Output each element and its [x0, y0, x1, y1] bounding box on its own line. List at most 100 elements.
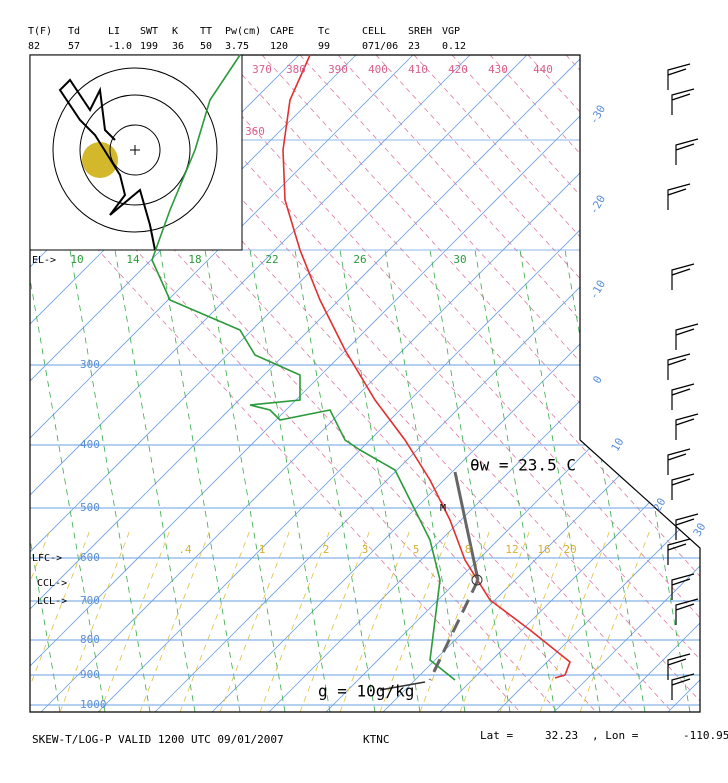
isotherm-label: 10: [609, 436, 627, 454]
isotherm-label: 20: [651, 496, 669, 514]
footer-station: KTNC: [363, 733, 390, 746]
grid-line: [489, 55, 700, 712]
grid-line: [667, 55, 700, 712]
mixing-label: 8: [465, 543, 472, 556]
marker-label: LCL->: [37, 596, 67, 607]
wind-barb: [671, 473, 695, 500]
param-value: 199: [140, 41, 158, 52]
grid-line: [30, 249, 61, 712]
grid-line: [219, 529, 291, 712]
pressure-label: 500: [80, 501, 100, 514]
param-value: 36: [172, 41, 184, 52]
grid-line: [579, 529, 651, 712]
footer-title: SKEW-T/LOG-P VALID 1200 UTC 09/01/2007: [32, 733, 284, 746]
wind-barb: [671, 573, 695, 600]
param-label: CAPE: [270, 26, 294, 37]
grid-line: [154, 55, 700, 712]
annotation: g = 10g/kg: [318, 682, 414, 701]
marker-label: LFC->: [32, 553, 62, 564]
param-label: CELL: [362, 26, 386, 37]
param-label: LI: [108, 26, 120, 37]
theta-label: 390: [328, 63, 348, 76]
grid-line: [30, 249, 106, 712]
isotherm-label: -20: [587, 193, 608, 217]
wind-barb: [667, 653, 691, 680]
param-label: SWT: [140, 26, 158, 37]
pressure-label: 1000: [80, 698, 107, 711]
param-value: -1.0: [108, 41, 132, 52]
theta-label: 360: [245, 125, 265, 138]
wind-barb: [675, 323, 699, 350]
pressure-label: 300: [80, 358, 100, 371]
theta-label: 430: [488, 63, 508, 76]
grid-line: [325, 55, 700, 712]
theta-label: 410: [408, 63, 428, 76]
frame: [29, 54, 701, 713]
parcel-line: [428, 579, 480, 681]
moist-label: 14: [126, 253, 140, 266]
grid-line: [439, 55, 700, 712]
param-value: 23: [408, 41, 420, 52]
lcl-marker: [471, 574, 483, 586]
grid-line: [114, 249, 196, 712]
mixing-label: 3: [362, 543, 369, 556]
footer-label: , Lon =: [592, 729, 639, 742]
wind-barb: [671, 88, 695, 115]
theta-label: 400: [368, 63, 388, 76]
param-value: 071/06: [362, 41, 398, 52]
grid-line: [564, 249, 646, 712]
wind-barb: [667, 538, 691, 565]
grid-line: [211, 55, 700, 712]
footer-value: -110.95: [683, 729, 728, 742]
param-label: Pw(cm): [225, 26, 261, 37]
wind-barb: [671, 263, 695, 290]
grid-line: [30, 55, 471, 712]
grid-line: [553, 55, 700, 712]
annotation: M: [440, 503, 446, 514]
theta-label: 420: [448, 63, 468, 76]
temperature-profile: [282, 54, 571, 679]
isotherm-label: -30: [587, 103, 608, 127]
wind-barb: [671, 383, 695, 410]
footer-label: Lat =: [480, 729, 513, 742]
grid-line: [147, 55, 700, 712]
marker-label: EL->: [32, 255, 56, 266]
grid-line: [451, 55, 700, 712]
param-value: 50: [200, 41, 212, 52]
arrow: [379, 681, 426, 691]
grid-line: [641, 55, 700, 712]
pressure-label: 700: [80, 594, 100, 607]
grid-line: [249, 249, 331, 712]
wind-barb: [667, 353, 691, 380]
marker-label: CCL->: [37, 578, 67, 589]
grid-line: [603, 55, 700, 712]
param-value: 120: [270, 41, 288, 52]
moist-label: 10: [70, 253, 83, 266]
mixing-label: .4: [178, 543, 192, 556]
grid-line: [30, 55, 414, 712]
grid-line: [30, 55, 528, 712]
param-label: Td: [68, 26, 80, 37]
grid-line: [429, 249, 511, 712]
param-label: T(F): [28, 26, 52, 37]
grid-line: [337, 55, 700, 712]
grid-line: [185, 55, 700, 712]
grid-line: [30, 55, 585, 712]
footer-value: 32.23: [545, 729, 578, 742]
param-value: 57: [68, 41, 80, 52]
annotation: θw = 23.5 C: [470, 456, 576, 475]
isotherm-label: 0: [590, 374, 605, 386]
grid-line: [223, 55, 700, 712]
param-label: VGP: [442, 26, 460, 37]
mixing-label: 5: [413, 543, 420, 556]
theta-label: 370: [252, 63, 272, 76]
moist-label: 22: [265, 253, 278, 266]
grid-line: [30, 55, 521, 712]
mixing-label: 12: [505, 543, 518, 556]
param-value: 3.75: [225, 41, 249, 52]
grid-line: [30, 55, 357, 712]
grid-line: [654, 249, 700, 712]
param-label: TT: [200, 26, 212, 37]
param-label: K: [172, 26, 178, 37]
